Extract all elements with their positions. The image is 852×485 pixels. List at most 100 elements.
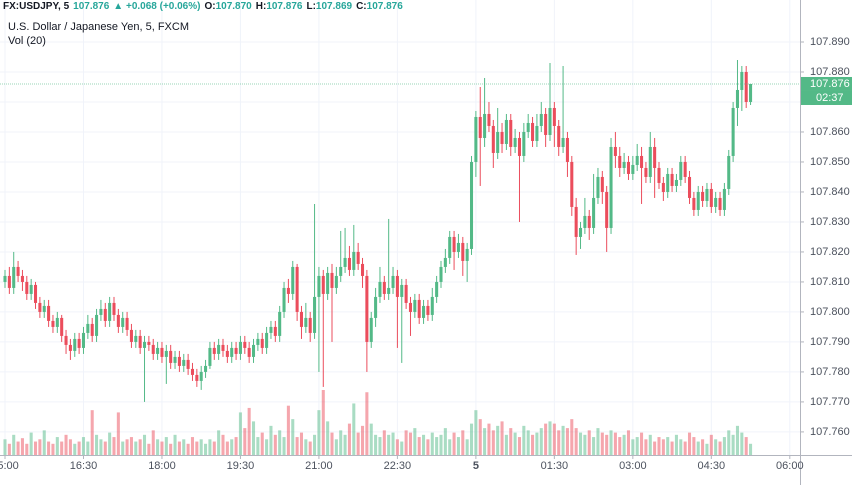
volume-bar — [587, 430, 591, 455]
candle-body — [635, 155, 639, 165]
volume-bar — [103, 441, 107, 455]
volume-bar — [273, 434, 277, 455]
candle-body — [683, 161, 687, 177]
candle-body — [496, 131, 500, 153]
candle-body — [38, 302, 42, 312]
volume-bar — [334, 439, 338, 455]
volume-bar — [661, 439, 665, 455]
candle-body — [583, 215, 587, 228]
candle-body — [600, 176, 604, 192]
candle-body — [544, 113, 548, 135]
candle-body — [400, 284, 404, 297]
candle-body — [395, 275, 399, 297]
volume-bar — [99, 439, 103, 455]
volume-bar — [195, 441, 199, 455]
volume-bar — [666, 437, 670, 455]
candle-body — [278, 311, 282, 336]
y-tick-label: 107.880 — [810, 66, 850, 78]
volume-bar — [474, 410, 478, 455]
x-tick-label: 15:00 — [0, 460, 19, 472]
candle-body — [626, 161, 631, 174]
candle-body — [291, 266, 295, 294]
volume-bar — [670, 441, 674, 455]
volume-bar — [735, 425, 740, 455]
volume-bar — [701, 439, 705, 455]
candle-body — [692, 197, 696, 210]
volume-bar — [308, 441, 312, 455]
volume-bar — [565, 428, 569, 455]
candle-body — [644, 167, 648, 177]
candle-body — [129, 329, 133, 342]
candle-body — [251, 344, 256, 357]
y-tick-label: 107.890 — [810, 36, 850, 48]
volume-bar — [47, 441, 51, 455]
candle-body — [727, 155, 731, 189]
volume-bar — [365, 392, 369, 455]
volume-bar — [25, 443, 29, 455]
candle-body — [605, 191, 609, 228]
volume-bar — [16, 441, 20, 455]
volume-bar — [522, 425, 526, 455]
volume-bar — [352, 403, 356, 455]
volume-bar — [635, 437, 639, 455]
volume-bar — [286, 405, 290, 455]
volume-bar — [613, 432, 617, 455]
volume-bar — [561, 425, 565, 455]
volume-bar — [164, 437, 168, 455]
candle-body — [282, 287, 286, 312]
y-tick-label: 107.760 — [810, 426, 850, 438]
candle-body — [230, 347, 234, 357]
volume-bar — [313, 434, 317, 455]
candle-body — [439, 266, 443, 282]
candle-body — [273, 326, 277, 336]
volume-bar — [156, 439, 160, 455]
volume-bar — [387, 434, 391, 455]
volume-bar — [86, 441, 90, 455]
volume-bar — [461, 430, 465, 455]
volume-bar — [469, 423, 474, 455]
candle-body — [365, 275, 369, 342]
candle-body — [509, 119, 513, 147]
candle-body — [73, 338, 77, 351]
volume-bar — [147, 443, 151, 455]
x-tick-label: 22:30 — [384, 460, 412, 472]
candle-body — [47, 305, 51, 321]
candle-body — [55, 317, 59, 327]
candle-body — [674, 179, 678, 186]
countdown-label: 02:37 — [816, 92, 844, 104]
candle-body — [3, 275, 7, 282]
volume-bar — [29, 432, 33, 455]
candle-body — [190, 368, 195, 375]
volume-bar — [247, 407, 251, 455]
volume-bar — [20, 438, 24, 455]
candle-body — [522, 131, 526, 156]
y-tick-label: 107.810 — [810, 276, 850, 288]
volume-bar — [622, 434, 626, 455]
volume-bar — [142, 434, 147, 455]
volume-bar — [33, 441, 38, 455]
candle-body — [535, 125, 539, 141]
candle-body — [95, 314, 99, 336]
volume-bar — [278, 430, 282, 455]
volume-bar — [391, 432, 395, 455]
candle-body — [391, 275, 395, 288]
candle-body — [731, 107, 735, 156]
candle-body — [51, 320, 55, 327]
volume-bar — [260, 432, 264, 455]
volume-bar — [417, 437, 421, 455]
volume-bar — [347, 423, 351, 455]
y-tick-label: 107.820 — [810, 246, 850, 258]
candle-body — [164, 350, 168, 357]
volume-bar — [60, 441, 64, 455]
volume-bar — [714, 439, 718, 455]
candle-body — [657, 167, 661, 183]
change: ▲ +0.068 (+0.06%) — [113, 1, 200, 12]
candle-body — [618, 155, 622, 168]
volume-bar — [121, 441, 125, 455]
volume-bar — [95, 434, 99, 455]
volume-bar — [160, 441, 164, 455]
candle-body — [195, 374, 199, 381]
volume-bar — [413, 428, 417, 455]
candle-body — [313, 296, 317, 333]
candle-body — [378, 281, 382, 297]
